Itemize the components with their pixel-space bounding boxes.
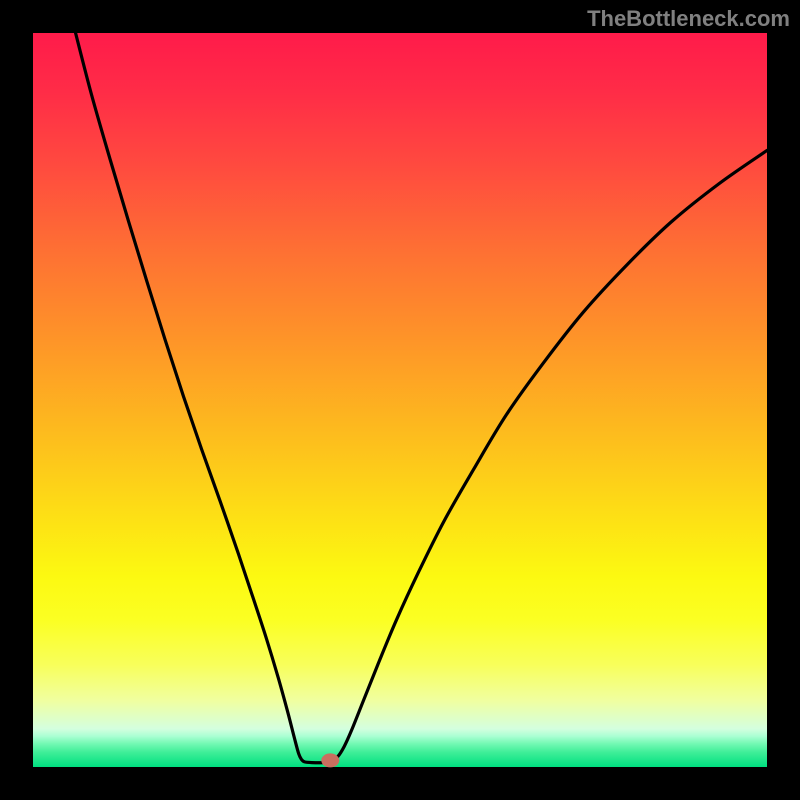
watermark-text: TheBottleneck.com <box>587 6 790 32</box>
optimal-point-marker <box>321 753 339 767</box>
chart-gradient-background <box>33 33 767 767</box>
chart-container: TheBottleneck.com <box>0 0 800 800</box>
bottleneck-chart <box>0 0 800 800</box>
